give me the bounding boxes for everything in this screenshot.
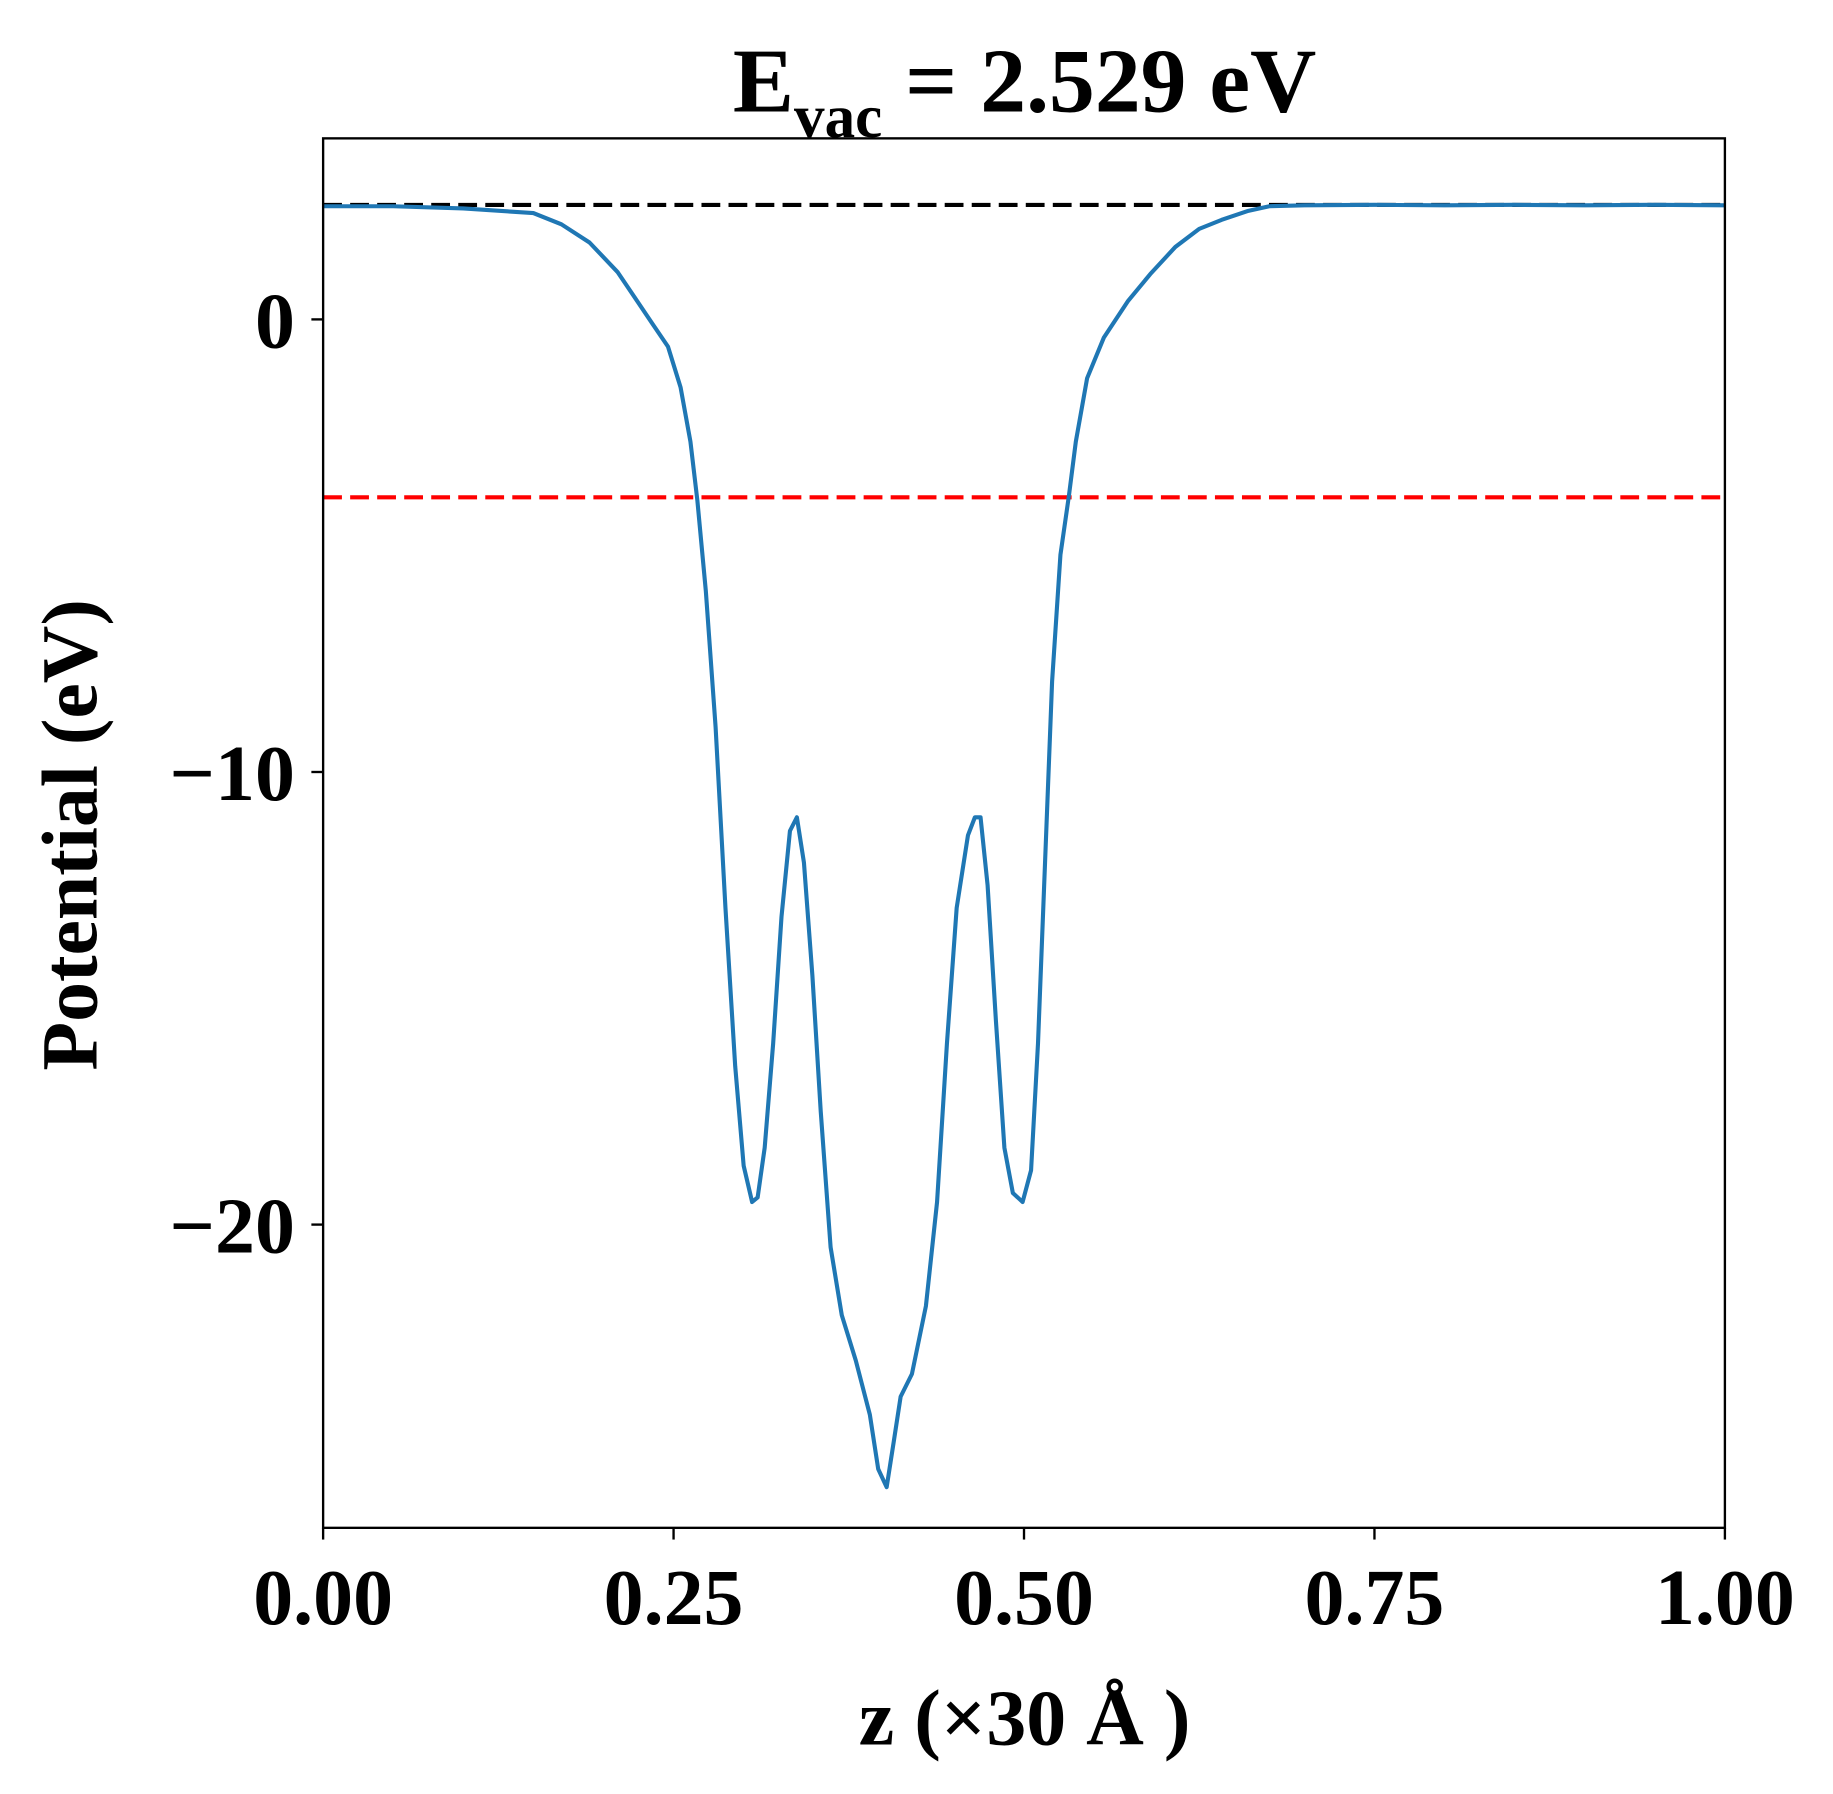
- title-main: E: [733, 29, 794, 131]
- y-tick-label: 0: [255, 278, 295, 366]
- title-rest: = 2.529 eV: [882, 29, 1316, 131]
- plot-area: [323, 202, 1725, 1490]
- x-tick-label: 0.25: [604, 1554, 744, 1642]
- x-tick-label: 0.00: [253, 1554, 393, 1642]
- x-axis-label: z (×30 Å ): [859, 1675, 1191, 1763]
- y-axis-label: Potential (eV): [26, 599, 114, 1070]
- potential-series-line: [323, 202, 1725, 1490]
- chart-title: Evac = 2.529 eV: [733, 29, 1316, 151]
- y-axis: 0 −10 −20: [170, 278, 324, 1271]
- plot-frame: [321, 137, 1727, 1530]
- x-tick-label: 0.50: [954, 1554, 1094, 1642]
- y-tick-label: −20: [170, 1183, 295, 1271]
- y-tick-label: −10: [170, 730, 295, 818]
- x-tick-label: 1.00: [1655, 1554, 1795, 1642]
- x-tick-label: 0.75: [1305, 1554, 1445, 1642]
- title-subscript: vac: [794, 84, 882, 151]
- x-axis: 0.00 0.25 0.50 0.75 1.00: [253, 1527, 1795, 1642]
